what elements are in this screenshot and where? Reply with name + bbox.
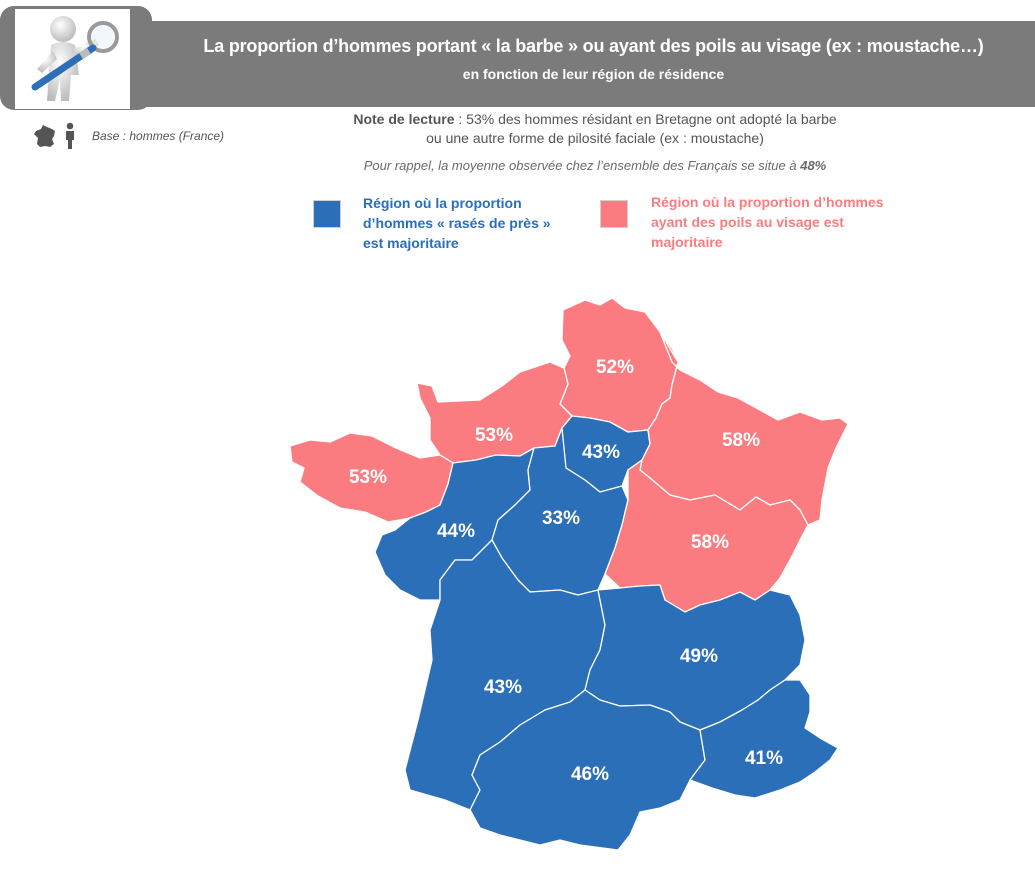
legend-label-shaved: Région où la proportion d’hommes « rasés… [363, 193, 551, 253]
region-value-hauts-de-france: 52% [596, 357, 634, 378]
legend-swatch-shaved [313, 200, 341, 228]
man-with-magnifying-glass-icon [31, 16, 119, 101]
region-value-ile-de-france: 43% [582, 442, 620, 463]
region-value-normandie: 53% [475, 425, 513, 446]
person-icon [66, 122, 74, 149]
page-subtitle: en fonction de leur région de résidence [462, 66, 725, 82]
reading-note: Note de lecture : 53% des hommes résidan… [300, 110, 890, 148]
legend-swatch-bearded [600, 200, 628, 228]
region-value-nouvelle-aquitaine: 43% [484, 677, 522, 698]
region-value-occitanie: 46% [571, 764, 609, 785]
region-value-provence-alpes-cote-azur: 41% [745, 748, 783, 769]
reminder-text: Pour rappel, la moyenne observée chez l’… [363, 158, 801, 173]
region-occitanie [469, 689, 706, 851]
region-value-auvergne-rhone-alpes: 49% [680, 646, 718, 667]
header-bar [8, 21, 1035, 107]
legend-bearded-line1: Région où la proportion d’hommes [651, 194, 884, 210]
region-provence-alpes-cote-azur [689, 679, 839, 799]
base-info: Base : hommes (France) [32, 121, 224, 151]
france-map-icon [34, 125, 55, 147]
legend-shaved-line3: est majoritaire [363, 235, 459, 251]
legend-bearded-line2: ayant des poils au visage est [651, 214, 844, 230]
legend-shaved-line1: Région où la proportion [363, 195, 522, 211]
reminder-value: 48% [800, 158, 827, 173]
note-line2: ou une autre forme de pilosité faciale (… [426, 130, 764, 146]
region-value-centre-val-de-loire: 33% [542, 508, 580, 529]
legend-bearded-line3: majoritaire [651, 234, 723, 250]
legend-shaved-line2: d’hommes « rasés de près » [363, 215, 551, 231]
note-label: Note de lecture [353, 111, 455, 127]
region-value-bourgogne-franche-comte: 58% [691, 532, 729, 553]
page-title: La proportion d’hommes portant « la barb… [203, 36, 984, 56]
base-label: Base : hommes (France) [92, 129, 225, 143]
legend-label-bearded: Région où la proportion d’hommes ayant d… [651, 192, 884, 252]
region-value-grand-est: 58% [722, 430, 760, 451]
region-value-pays-de-la-loire: 44% [437, 521, 475, 542]
note-line1: : 53% des hommes résidant en Bretagne on… [454, 111, 837, 127]
average-reminder: Pour rappel, la moyenne observée chez l’… [300, 158, 890, 173]
region-value-bretagne: 53% [349, 467, 387, 488]
header-banner: La proportion d’hommes portant « la barb… [0, 6, 1035, 110]
logo-panel [15, 9, 130, 109]
